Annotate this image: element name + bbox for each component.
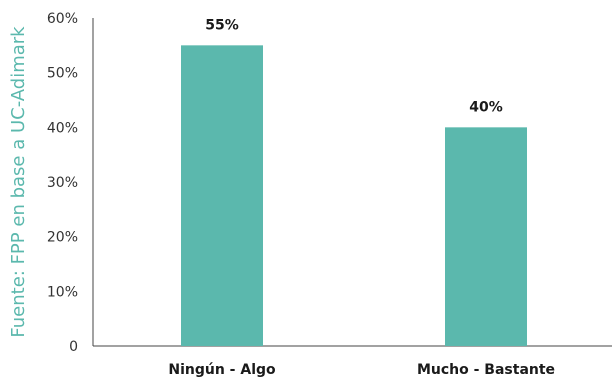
y-tick-labels: 0 10% 20% 30% 40% 50% 60%	[47, 11, 78, 355]
category-labels: Ningún - Algo Mucho - Bastante	[168, 362, 555, 378]
bar	[445, 127, 527, 346]
y-tick-label: 0	[69, 339, 78, 355]
data-labels: 55% 40%	[205, 17, 503, 115]
category-label: Mucho - Bastante	[417, 362, 555, 378]
y-tick-label: 50%	[47, 66, 78, 82]
category-label: Ningún - Algo	[168, 362, 276, 378]
y-tick-label: 10%	[47, 284, 78, 300]
bar	[181, 45, 263, 346]
data-label: 55%	[205, 17, 239, 33]
y-tick-label: 40%	[47, 120, 78, 136]
y-tick-label: 30%	[47, 175, 78, 191]
bars	[181, 45, 527, 346]
y-tick-label: 20%	[47, 230, 78, 246]
data-label: 40%	[469, 99, 503, 115]
source-note: Fuente: FPP en base a UC-Adimark	[8, 26, 29, 338]
y-tick-label: 60%	[47, 11, 78, 27]
